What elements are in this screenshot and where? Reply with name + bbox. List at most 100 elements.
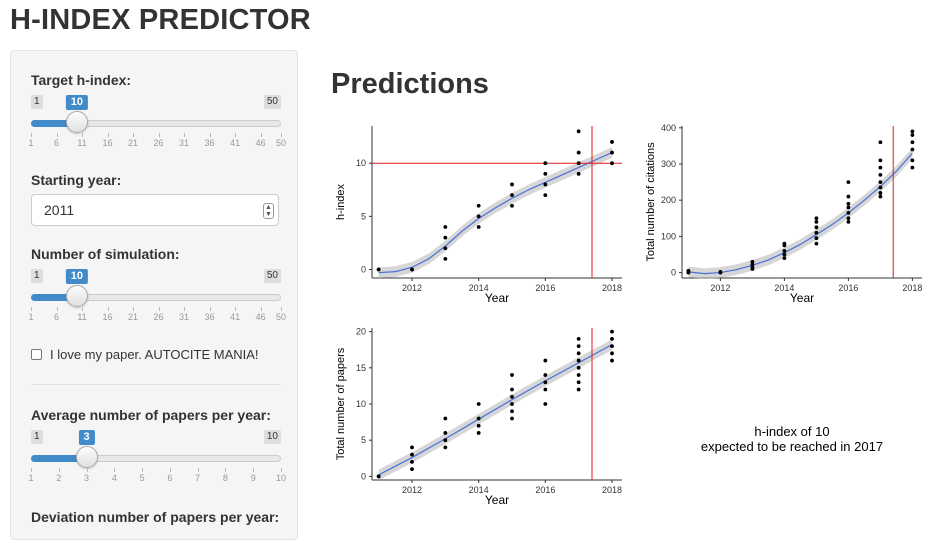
slider-ticks: 1 6 11 16 21 26 31 36 41 46 50 [28, 307, 286, 327]
data-point [576, 373, 581, 377]
slider-handle[interactable] [65, 285, 88, 307]
y-tick-label: 20 [356, 327, 366, 337]
starting-year-input[interactable]: 2011 ▲ ▼ [31, 194, 279, 226]
data-point [814, 230, 819, 235]
data-point [576, 150, 581, 155]
x-tick-label: 2018 [602, 283, 622, 293]
y-tick-label: 200 [661, 195, 676, 205]
x-tick-label: 2012 [402, 283, 422, 293]
data-point [814, 241, 819, 246]
slider-tick-label: 50 [275, 312, 287, 322]
data-point [846, 180, 851, 184]
slider-handle[interactable] [65, 111, 88, 133]
data-point [543, 182, 548, 187]
data-point [576, 380, 581, 385]
slider-tick-label: 36 [204, 312, 215, 322]
target-h-index-slider[interactable]: 1 50 10 1 6 11 16 21 26 31 36 41 46 50 [28, 95, 286, 155]
sidebar-panel: Target h-index: 1 50 10 1 6 11 16 21 26 31 36 41 46 5… [10, 50, 298, 540]
slider-tick [82, 133, 84, 137]
slider-tick-label: 11 [77, 312, 87, 322]
data-point [476, 431, 481, 435]
slider-tick [142, 468, 144, 472]
slider-handle[interactable] [75, 446, 98, 468]
slider-tick-label: 9 [250, 473, 256, 483]
data-point [510, 402, 514, 406]
avg-papers-slider[interactable]: 1 10 3 1 2 3 4 5 6 7 8 9 10 [28, 430, 286, 490]
data-point [878, 158, 883, 163]
data-point [878, 172, 883, 177]
slider-tick [58, 468, 60, 472]
data-point [910, 158, 915, 163]
data-point [410, 267, 414, 272]
slider-tick [133, 133, 135, 137]
data-point [576, 387, 581, 392]
data-point [576, 344, 581, 348]
slider-tick [253, 468, 255, 472]
slider-tick-label: 31 [179, 312, 190, 322]
slider-tick-label: 26 [153, 312, 164, 322]
slider-tick-label: 41 [230, 138, 241, 148]
slider-tick [235, 307, 237, 311]
data-point [610, 140, 614, 144]
slider-tick [56, 307, 58, 311]
data-point [476, 416, 481, 421]
data-point [576, 171, 581, 176]
data-point [510, 416, 514, 421]
slider-tick [225, 468, 227, 472]
data-point [910, 165, 915, 170]
slider-tick [86, 468, 88, 472]
data-point [878, 191, 883, 195]
data-point [610, 329, 614, 334]
data-point [814, 236, 819, 241]
autocite-checkbox[interactable] [31, 349, 42, 360]
h-index-chart: 0 5 10 2012 2014 2016 2018 Year h-index [335, 126, 622, 305]
data-point [782, 241, 787, 246]
data-point [610, 358, 614, 363]
data-point [543, 193, 548, 197]
slider-tick [31, 468, 32, 472]
data-point [814, 220, 819, 224]
data-point [878, 140, 883, 145]
autocite-checkbox-row[interactable]: I love my paper. AUTOCITE MANIA! [31, 347, 259, 362]
num-simulation-slider[interactable]: 1 50 10 1 6 11 16 21 26 31 36 41 46 50 [28, 269, 286, 329]
slider-tick [209, 133, 211, 137]
data-point [576, 129, 581, 134]
y-tick-label: 400 [661, 123, 676, 133]
data-point [510, 394, 514, 399]
citations-chart: 0 100 200 300 400 2012 2014 2016 2018 Year Total n… [645, 123, 922, 305]
data-point [476, 402, 481, 406]
x-tick-label: 2016 [838, 283, 858, 293]
data-point [610, 344, 614, 348]
slider-tick [281, 468, 282, 472]
data-point [718, 269, 723, 274]
data-point [543, 387, 548, 392]
slider-tick [158, 307, 160, 311]
y-axis-label: Total number of citations [645, 142, 657, 262]
slider-tick [31, 133, 32, 137]
slider-tick-label: 3 [84, 473, 90, 483]
data-point [910, 140, 915, 145]
data-point [543, 373, 548, 377]
slider-tick-label: 31 [179, 138, 190, 148]
data-point [376, 267, 381, 272]
slider-tick [281, 133, 282, 137]
data-point [910, 147, 915, 152]
data-point [846, 210, 851, 215]
number-spinner-icon[interactable]: ▲ ▼ [263, 203, 274, 219]
data-point [410, 452, 414, 457]
data-point [846, 205, 851, 210]
data-point [576, 336, 581, 341]
slider-fill [31, 294, 77, 301]
slider-tick [82, 307, 84, 311]
slider-ticks: 1 6 11 16 21 26 31 36 41 46 50 [28, 133, 286, 153]
data-point [910, 129, 915, 134]
slider-tick-label: 16 [102, 138, 113, 148]
slider-tick [184, 133, 186, 137]
slider-max-label: 10 [263, 430, 281, 444]
slider-tick [107, 307, 109, 311]
data-point [846, 220, 851, 224]
data-point [443, 246, 448, 251]
autocite-label: I love my paper. AUTOCITE MANIA! [50, 347, 259, 362]
slider-tick-label: 21 [128, 312, 139, 322]
data-point [814, 225, 819, 230]
